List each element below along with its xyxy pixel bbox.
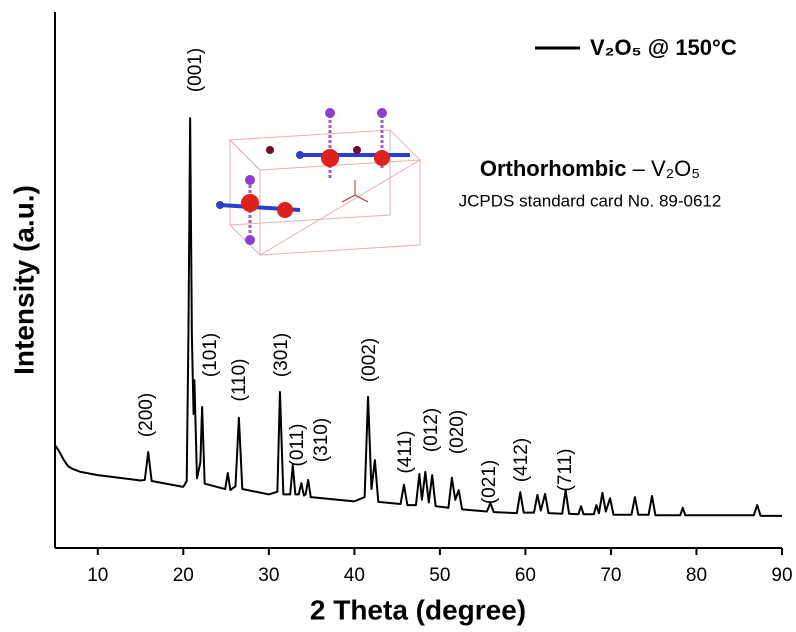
peak-label: (412): [511, 438, 532, 482]
inset-title-rest: – V₂O₅: [627, 156, 701, 181]
x-axis-title: 2 Theta (degree): [310, 594, 526, 625]
peak-label: (200): [136, 393, 157, 437]
x-tick-label: 60: [515, 565, 536, 586]
inset-subtitle: JCPDS standard card No. 89-0612: [459, 191, 722, 210]
peak-label: (101): [200, 333, 221, 377]
peak-label: (301): [271, 333, 292, 377]
legend-label: V₂O₅ @ 150°C: [590, 35, 737, 60]
x-tick-label: 90: [771, 565, 792, 586]
peak-label: (002): [359, 338, 380, 382]
series-line: [54, 117, 782, 517]
x-tick-label: 30: [258, 565, 279, 586]
peak-label: (411): [395, 431, 416, 474]
y-axis-title: Intensity (a.u.): [8, 185, 39, 375]
peak-label: (011): [287, 424, 308, 467]
x-tick-label: 70: [600, 565, 621, 586]
inset-structure: [216, 108, 422, 257]
peak-label: (310): [311, 418, 332, 462]
peak-label: (012): [421, 408, 442, 452]
peak-label: (711): [555, 449, 576, 492]
x-tick-label: 20: [173, 565, 194, 586]
x-tick-label: 10: [87, 565, 108, 586]
inset-title-bold: Orthorhombic: [480, 156, 627, 181]
inset-title: Orthorhombic – V₂O₅: [480, 156, 700, 181]
x-tick-label: 40: [344, 565, 365, 586]
peak-label: (020): [447, 410, 468, 454]
x-tick-label: 80: [686, 565, 707, 586]
peak-label: (021): [479, 460, 500, 504]
x-tick-label: 50: [429, 565, 450, 586]
peak-label: (110): [229, 359, 250, 402]
peak-label: (001): [185, 48, 206, 92]
